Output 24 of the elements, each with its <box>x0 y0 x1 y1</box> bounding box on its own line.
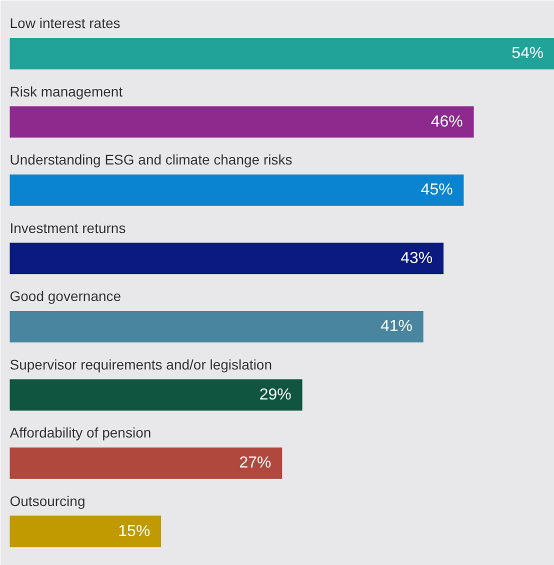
bar <box>10 516 162 548</box>
y-tick-label: Good governance <box>10 288 122 304</box>
y-tick-label: Understanding ESG and climate change risks <box>10 152 292 168</box>
data-label: 46% <box>430 113 463 130</box>
bar <box>10 242 444 274</box>
y-tick-label: Investment returns <box>10 220 126 236</box>
data-label: 15% <box>118 522 150 540</box>
data-label: 45% <box>420 182 453 199</box>
y-tick-label: Affordability of pension <box>10 424 152 441</box>
y-tick-label: Risk management <box>10 83 123 100</box>
bar <box>10 379 302 411</box>
bar <box>10 310 424 342</box>
y-tick-label: Low interest rates <box>10 15 120 32</box>
bar <box>10 447 282 479</box>
data-label: 43% <box>400 250 433 267</box>
data-label: 41% <box>380 318 412 336</box>
y-tick-label: Outsourcing <box>10 492 86 509</box>
bar <box>10 106 474 138</box>
data-label: 27% <box>239 454 272 472</box>
data-label: 29% <box>259 386 292 404</box>
bar <box>10 174 464 206</box>
bar <box>10 38 554 70</box>
data-label: 54% <box>512 45 544 62</box>
y-tick-label: Supervisor requirements and/or legislation <box>10 356 272 372</box>
